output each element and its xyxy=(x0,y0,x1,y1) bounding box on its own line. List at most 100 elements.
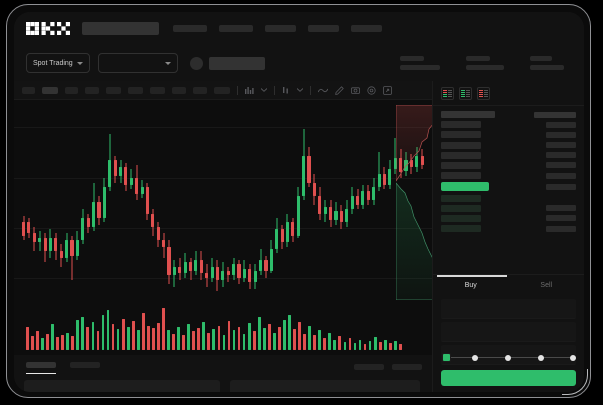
chart-type-chevron-icon[interactable] xyxy=(297,88,303,92)
camera-snapshot-icon[interactable] xyxy=(351,86,360,94)
volume-bar xyxy=(257,317,261,350)
timeframe-15m[interactable] xyxy=(65,86,78,94)
active-trade-tab-underline xyxy=(437,275,507,277)
volume-bar xyxy=(81,317,85,350)
slider-handle[interactable] xyxy=(442,353,451,362)
candle xyxy=(65,100,69,310)
candle xyxy=(307,100,311,310)
indicators-chevron-icon[interactable] xyxy=(261,88,267,92)
candle xyxy=(210,100,214,310)
device-frame: Spot Trading xyxy=(6,4,591,398)
candle-body xyxy=(388,169,392,185)
orderbook-last-price-row[interactable] xyxy=(441,182,576,192)
tab-buy[interactable]: Buy xyxy=(464,282,477,289)
orderbook-ask-row-3[interactable] xyxy=(441,141,576,149)
nav-item-3[interactable] xyxy=(265,25,296,32)
order-price-field[interactable] xyxy=(441,299,576,319)
candle-body xyxy=(307,156,311,183)
candle-body xyxy=(269,248,273,272)
orderbook-ask-row-1[interactable] xyxy=(441,121,576,129)
candle-body xyxy=(366,191,370,201)
orderbook-ask-row-2[interactable] xyxy=(441,131,576,139)
orderbook-bid-row-3[interactable] xyxy=(441,214,576,222)
slider-step-100[interactable] xyxy=(570,354,576,361)
timeframe-5m[interactable] xyxy=(42,86,58,94)
timeframe-1M[interactable] xyxy=(193,86,207,94)
slider-step-25[interactable] xyxy=(472,354,478,361)
price-chart[interactable] xyxy=(14,100,432,355)
bottom-action-2[interactable] xyxy=(392,364,422,370)
tab-sell[interactable]: Sell xyxy=(540,282,553,289)
volume-bar xyxy=(131,320,135,350)
trade-tab-bar: Buy Sell xyxy=(433,274,584,295)
orderbook-rows[interactable] xyxy=(433,106,584,274)
trading-pair-select[interactable] xyxy=(97,53,178,73)
orderbook-bid-row-1[interactable] xyxy=(441,194,576,202)
volume-bar xyxy=(136,330,140,350)
line-tool-icon[interactable] xyxy=(318,87,328,94)
timeframe-4h[interactable] xyxy=(128,86,143,94)
timeframe-more[interactable] xyxy=(214,86,230,94)
volume-bar xyxy=(31,336,34,350)
market-mode-dropdown[interactable]: Spot Trading xyxy=(26,53,90,73)
orderbook-mode-bids[interactable] xyxy=(459,87,472,100)
search-input[interactable] xyxy=(82,22,159,35)
orderbook-ask-row-4[interactable] xyxy=(441,151,576,159)
fullscreen-icon[interactable] xyxy=(383,85,392,95)
bottom-tab-order-history[interactable] xyxy=(70,362,100,368)
nav-item-1[interactable] xyxy=(173,25,207,32)
volume-bar xyxy=(348,338,352,350)
candle xyxy=(253,100,257,310)
candle-body xyxy=(86,217,90,227)
candle-body xyxy=(145,186,149,214)
orderbook-size-cell xyxy=(534,111,576,118)
order-amount-field[interactable] xyxy=(441,322,576,342)
orderbook-mode-asks[interactable] xyxy=(477,87,490,100)
candle xyxy=(393,100,397,310)
timeframe-1m[interactable] xyxy=(22,86,35,94)
candle xyxy=(237,100,241,310)
okx-logo-icon[interactable] xyxy=(26,22,72,35)
volume-bar xyxy=(91,322,95,350)
nav-item-4[interactable] xyxy=(308,25,339,32)
bottom-card-left[interactable] xyxy=(24,380,220,392)
candle-body xyxy=(285,222,290,243)
orderbook-bid-row-4[interactable] xyxy=(441,225,576,233)
nav-item-2[interactable] xyxy=(219,25,253,32)
market-subheader: Spot Trading xyxy=(14,45,584,81)
candle-body xyxy=(291,222,295,236)
timeframe-1d[interactable] xyxy=(150,86,165,94)
chart-settings-icon[interactable] xyxy=(367,85,376,95)
volume-bar xyxy=(197,327,201,350)
bottom-tab-open-orders[interactable] xyxy=(26,362,56,374)
amount-percent-slider[interactable] xyxy=(442,352,576,364)
timeframe-1h[interactable] xyxy=(106,86,121,94)
candle-body xyxy=(377,173,381,187)
bottom-action-1[interactable] xyxy=(354,364,384,370)
volume-bar xyxy=(76,319,80,350)
orderbook-ask-row-6[interactable] xyxy=(441,172,576,180)
pencil-draw-icon[interactable] xyxy=(335,85,344,95)
volume-bar xyxy=(333,339,337,350)
place-buy-order-button[interactable] xyxy=(441,370,576,386)
orderbook-row-header[interactable] xyxy=(441,111,576,118)
indicators-button[interactable] xyxy=(245,86,254,94)
nav-item-5[interactable] xyxy=(351,25,382,32)
chart-type-button[interactable] xyxy=(282,86,290,94)
volume-bar xyxy=(51,324,54,350)
timeframe-30m[interactable] xyxy=(85,86,99,94)
volume-bar xyxy=(267,324,271,350)
orderbook-mode-both[interactable] xyxy=(441,87,454,100)
slider-step-75[interactable] xyxy=(538,354,544,361)
orderbook-bid-row-2[interactable] xyxy=(441,204,576,212)
candle-body xyxy=(226,271,230,276)
orderbook-ask-row-5[interactable] xyxy=(441,161,576,169)
volume-bar xyxy=(41,338,44,350)
volume-bar xyxy=(157,323,160,350)
candle xyxy=(92,100,96,310)
bottom-card-right[interactable] xyxy=(230,380,420,392)
timeframe-1w[interactable] xyxy=(172,86,186,94)
slider-step-50[interactable] xyxy=(505,354,511,361)
candle xyxy=(377,100,381,310)
volume-bar xyxy=(56,337,59,350)
